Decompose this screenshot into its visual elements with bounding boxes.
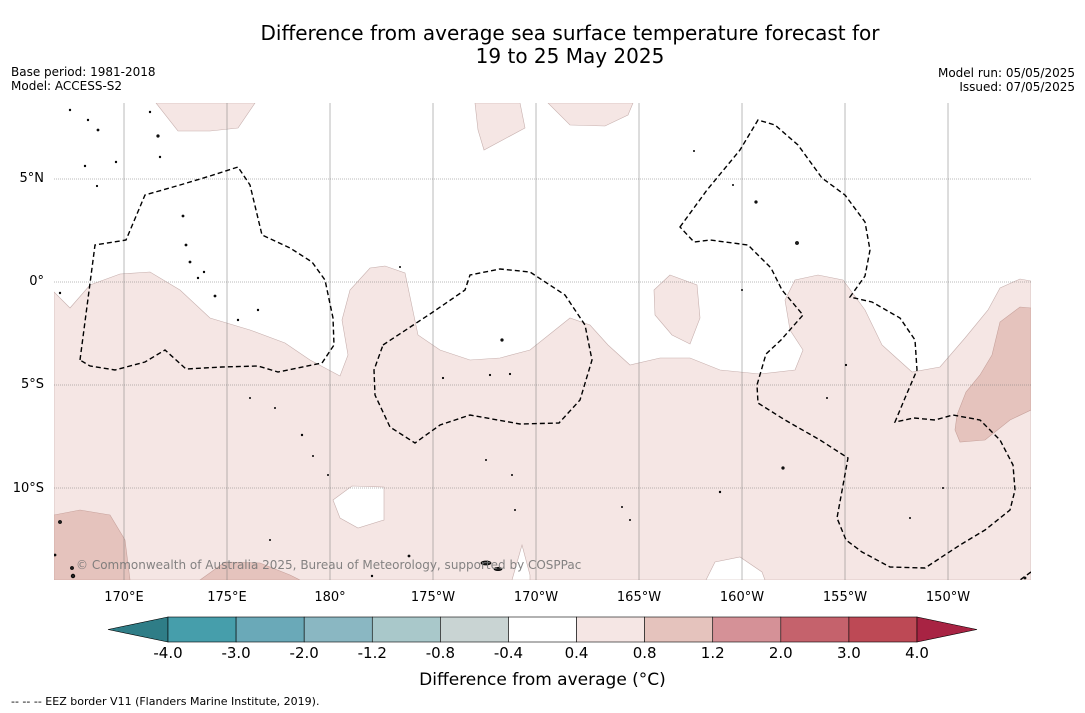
- colorbar-segment: [371, 616, 441, 643]
- islands: [54, 108, 1027, 580]
- lon-label-175w: 175°W: [410, 590, 456, 605]
- map-title: Difference from average sea surface temp…: [0, 22, 1085, 68]
- model-run: Model run: 05/05/2025: [937, 66, 1075, 80]
- colorbar-segment: [780, 616, 850, 643]
- neutral-patch-south-2: [705, 556, 766, 580]
- colorbar-segment: [167, 616, 237, 643]
- colorbar-tick-label: -1.2: [357, 644, 387, 662]
- issued-date: Issued: 07/05/2025: [959, 80, 1075, 94]
- graticule: [54, 103, 1031, 580]
- colorbar-extend-high: [916, 616, 978, 643]
- lon-label-160w: 160°W: [719, 590, 765, 605]
- colorbar-segment: [848, 616, 918, 643]
- lon-label-180: 180°: [314, 590, 346, 605]
- colorbar-tick-label: -3.0: [221, 644, 251, 662]
- colorbar-tick-label: -0.8: [425, 644, 455, 662]
- meta-left: Base period: 1981-2018 Model: ACCESS-S2: [11, 65, 156, 93]
- colorbar-tick-label: 2.0: [768, 644, 793, 662]
- lon-label-150w: 150°W: [925, 590, 971, 605]
- title-line-2: 19 to 25 May 2025: [475, 44, 665, 68]
- colorbar-segment: [303, 616, 373, 643]
- colorbar-segment: [235, 616, 305, 643]
- warm-patch-north-2: [474, 103, 526, 151]
- colorbar-tick-label: 3.0: [836, 644, 861, 662]
- colorbar-segment: [712, 616, 782, 643]
- colorbar-segment: [576, 616, 645, 643]
- neutral-patch-south-3: [511, 543, 531, 580]
- colorbar-tick-label: -2.0: [289, 644, 319, 662]
- copyright-notice: © Commonwealth of Australia 2025, Bureau…: [76, 558, 582, 572]
- neutral-patch-south: [332, 485, 385, 529]
- lat-label-0: 0°: [29, 274, 44, 289]
- colorbar-tick-label: 0.4: [564, 644, 589, 662]
- model-name: Model: ACCESS-S2: [11, 79, 123, 93]
- warm-patch-north-3: [547, 103, 634, 127]
- lon-label-155w: 155°W: [822, 590, 868, 605]
- base-period: Base period: 1981-2018: [11, 65, 156, 79]
- colorbar-tick-label: 4.0: [905, 644, 929, 662]
- colorbar-extend-low: [107, 616, 169, 643]
- colorbar-tick-label: -0.4: [493, 644, 524, 662]
- strong-warm-region-south: [199, 561, 301, 580]
- colorbar-segment: [508, 616, 577, 643]
- warm-patch-central: [653, 274, 701, 345]
- lon-label-170w: 170°W: [513, 590, 559, 605]
- colorbar-label: Difference from average (°C): [419, 670, 666, 690]
- colorbar-tick-label: 1.2: [700, 644, 725, 662]
- title-line-1: Difference from average sea surface temp…: [260, 21, 880, 45]
- strong-warm-region-west: [54, 509, 131, 580]
- eez-footnote: -- -- -- EEZ border V11 (Flanders Marine…: [11, 695, 320, 708]
- lat-label-5s: 5°S: [20, 377, 44, 392]
- colorbar-tick-label: -4.0: [153, 644, 183, 662]
- lon-label-170e: 170°E: [104, 590, 144, 605]
- lat-label-5n: 5°N: [19, 171, 45, 186]
- meta-right: Model run: 05/05/2025 Issued: 07/05/2025: [938, 66, 1075, 94]
- lon-label-175e: 175°E: [207, 590, 247, 605]
- strong-warm-region-east: [954, 306, 1031, 443]
- colorbar: [107, 616, 978, 643]
- colorbar-tick-label: 0.8: [632, 644, 657, 662]
- eez-border-tokelau: [373, 268, 593, 444]
- colorbar-segment: [440, 616, 509, 643]
- eez-border-cook-north: [1019, 571, 1031, 580]
- eez-borders: [79, 119, 1031, 580]
- lat-label-10s: 10°S: [12, 481, 44, 496]
- lon-label-165w: 165°W: [616, 590, 662, 605]
- eez-border-kiribati-west: [79, 166, 335, 373]
- eez-border-kiribati-line: [679, 119, 1016, 569]
- warm-patch-north-1: [155, 103, 256, 132]
- colorbar-segment: [644, 616, 714, 643]
